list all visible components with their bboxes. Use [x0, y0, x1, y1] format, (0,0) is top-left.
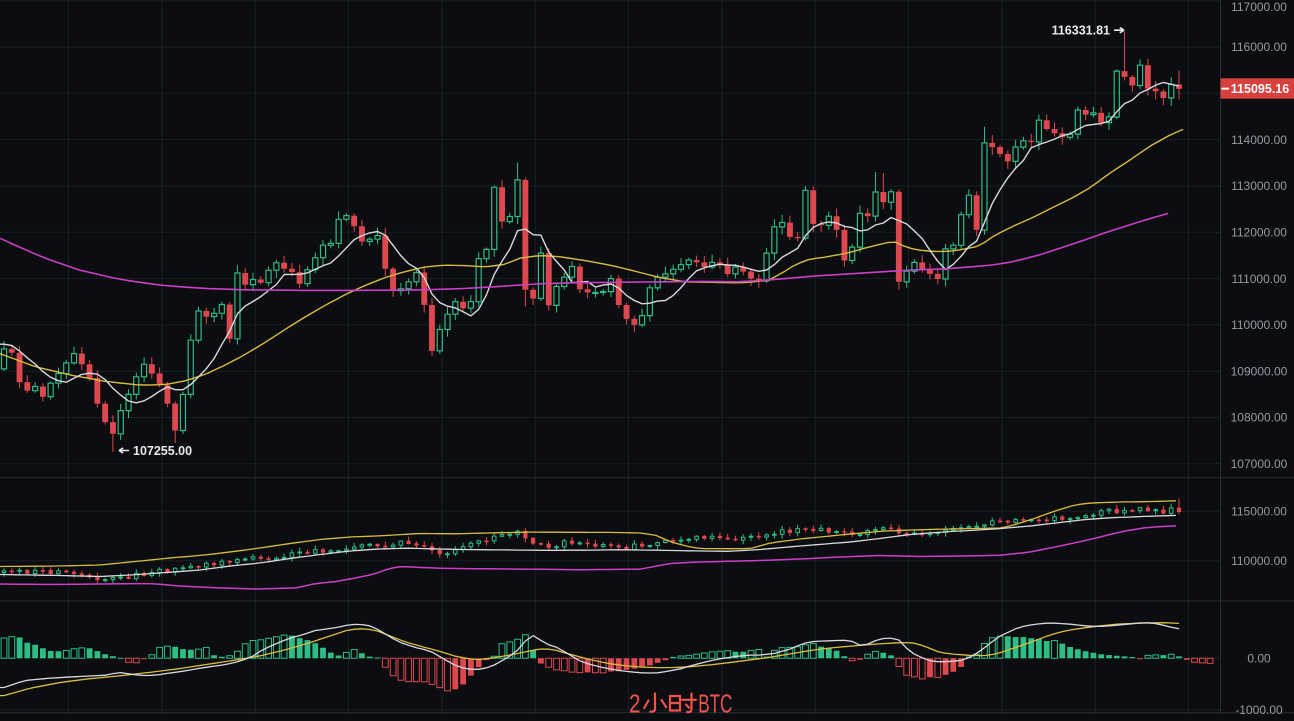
svg-text:109000.00: 109000.00 [1231, 364, 1288, 378]
svg-text:110000.00: 110000.00 [1231, 318, 1287, 332]
svg-text:114000.00: 114000.00 [1231, 133, 1287, 147]
svg-text:108000.00: 108000.00 [1231, 411, 1288, 425]
svg-text:107255.00: 107255.00 [133, 444, 192, 458]
svg-text:107000.00: 107000.00 [1231, 457, 1288, 471]
svg-text:115095.16: 115095.16 [1231, 82, 1289, 96]
svg-text:BTC: BTC [698, 689, 732, 719]
svg-text:2: 2 [629, 689, 641, 719]
svg-text:113000.00: 113000.00 [1231, 179, 1287, 193]
svg-text:115000.00: 115000.00 [1231, 505, 1287, 519]
svg-text:0.00: 0.00 [1247, 651, 1271, 665]
svg-text:111000.00: 111000.00 [1232, 272, 1287, 286]
svg-text:117000.00: 117000.00 [1231, 0, 1287, 14]
svg-text:-1000.00: -1000.00 [1235, 703, 1283, 717]
svg-text:116331.81: 116331.81 [1052, 24, 1110, 38]
svg-text:116000.00: 116000.00 [1231, 40, 1287, 54]
svg-text:110000.00: 110000.00 [1231, 554, 1287, 568]
svg-text:112000.00: 112000.00 [1231, 226, 1287, 240]
